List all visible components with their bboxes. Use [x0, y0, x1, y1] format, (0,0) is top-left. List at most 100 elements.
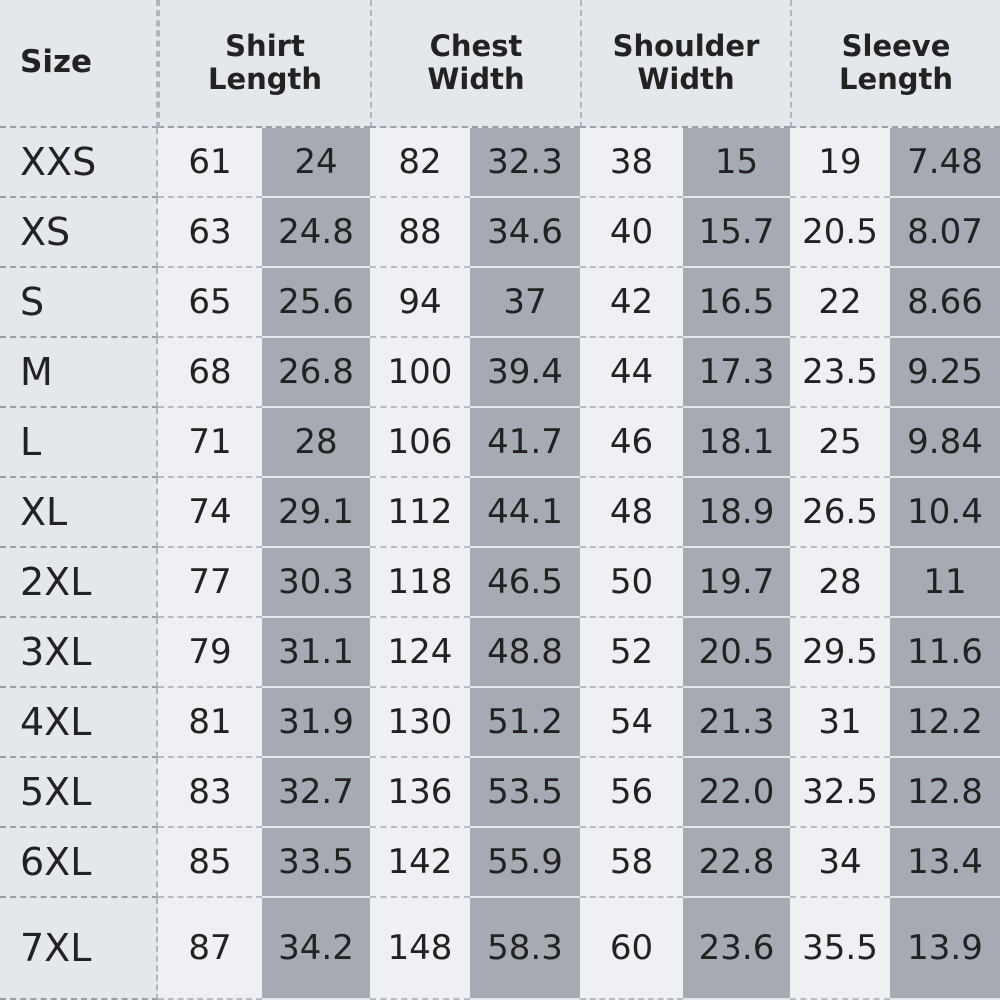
- cm-value: 23.5: [790, 338, 890, 408]
- inch-value: 11: [890, 548, 1000, 618]
- inch-value: 15: [683, 128, 790, 198]
- cm-value: 25: [790, 408, 890, 478]
- cm-value: 61: [158, 128, 262, 198]
- cm-value: 19: [790, 128, 890, 198]
- inch-value: 53.5: [470, 758, 580, 828]
- column-header: Shirt Length: [158, 0, 370, 128]
- inch-value: 55.9: [470, 828, 580, 898]
- inch-value: 24: [262, 128, 370, 198]
- cm-value: 44: [580, 338, 683, 408]
- cm-value: 31: [790, 688, 890, 758]
- cm-value: 38: [580, 128, 683, 198]
- cm-value: 58: [580, 828, 683, 898]
- inch-value: 46.5: [470, 548, 580, 618]
- size-label: 5XL: [0, 758, 158, 828]
- cm-value: 56: [580, 758, 683, 828]
- cm-value: 77: [158, 548, 262, 618]
- inch-value: 13.9: [890, 898, 1000, 1000]
- cm-value: 124: [370, 618, 470, 688]
- size-label: S: [0, 268, 158, 338]
- size-label: 7XL: [0, 898, 158, 1000]
- cm-value: 34: [790, 828, 890, 898]
- cm-value: 112: [370, 478, 470, 548]
- inch-value: 25.6: [262, 268, 370, 338]
- cm-value: 22: [790, 268, 890, 338]
- size-label: 3XL: [0, 618, 158, 688]
- size-label: XXS: [0, 128, 158, 198]
- column-header: Shoulder Width: [580, 0, 790, 128]
- cm-value: 68: [158, 338, 262, 408]
- size-label: XS: [0, 198, 158, 268]
- cm-value: 83: [158, 758, 262, 828]
- cm-value: 32.5: [790, 758, 890, 828]
- cm-value: 42: [580, 268, 683, 338]
- inch-value: 17.3: [683, 338, 790, 408]
- cm-value: 81: [158, 688, 262, 758]
- inch-value: 29.1: [262, 478, 370, 548]
- cm-value: 48: [580, 478, 683, 548]
- cm-value: 71: [158, 408, 262, 478]
- inch-value: 10.4: [890, 478, 1000, 548]
- inch-value: 9.25: [890, 338, 1000, 408]
- inch-value: 51.2: [470, 688, 580, 758]
- inch-value: 30.3: [262, 548, 370, 618]
- cm-value: 94: [370, 268, 470, 338]
- inch-value: 44.1: [470, 478, 580, 548]
- inch-value: 48.8: [470, 618, 580, 688]
- cm-value: 142: [370, 828, 470, 898]
- size-label: 2XL: [0, 548, 158, 618]
- cm-value: 52: [580, 618, 683, 688]
- cm-value: 118: [370, 548, 470, 618]
- cm-value: 50: [580, 548, 683, 618]
- cm-value: 148: [370, 898, 470, 1000]
- inch-value: 7.48: [890, 128, 1000, 198]
- cm-value: 26.5: [790, 478, 890, 548]
- cm-value: 74: [158, 478, 262, 548]
- inch-value: 31.1: [262, 618, 370, 688]
- inch-value: 34.6: [470, 198, 580, 268]
- size-label: 6XL: [0, 828, 158, 898]
- inch-value: 9.84: [890, 408, 1000, 478]
- inch-value: 12.8: [890, 758, 1000, 828]
- inch-value: 13.4: [890, 828, 1000, 898]
- size-header: Size: [0, 0, 158, 128]
- inch-value: 34.2: [262, 898, 370, 1000]
- inch-value: 23.6: [683, 898, 790, 1000]
- cm-value: 29.5: [790, 618, 890, 688]
- inch-value: 28: [262, 408, 370, 478]
- inch-value: 19.7: [683, 548, 790, 618]
- cm-value: 28: [790, 548, 890, 618]
- cm-value: 82: [370, 128, 470, 198]
- cm-value: 60: [580, 898, 683, 1000]
- column-header: Chest Width: [370, 0, 580, 128]
- inch-value: 31.9: [262, 688, 370, 758]
- inch-value: 58.3: [470, 898, 580, 1000]
- inch-value: 26.8: [262, 338, 370, 408]
- inch-value: 8.07: [890, 198, 1000, 268]
- inch-value: 11.6: [890, 618, 1000, 688]
- inch-value: 41.7: [470, 408, 580, 478]
- size-label: XL: [0, 478, 158, 548]
- inch-value: 20.5: [683, 618, 790, 688]
- cm-value: 136: [370, 758, 470, 828]
- cm-value: 40: [580, 198, 683, 268]
- cm-value: 63: [158, 198, 262, 268]
- cm-value: 35.5: [790, 898, 890, 1000]
- cm-value: 65: [158, 268, 262, 338]
- cm-value: 46: [580, 408, 683, 478]
- cm-value: 130: [370, 688, 470, 758]
- cm-value: 54: [580, 688, 683, 758]
- size-label: L: [0, 408, 158, 478]
- cm-value: 20.5: [790, 198, 890, 268]
- inch-value: 37: [470, 268, 580, 338]
- size-label: M: [0, 338, 158, 408]
- column-header: Sleeve Length: [790, 0, 1000, 128]
- inch-value: 15.7: [683, 198, 790, 268]
- cm-value: 100: [370, 338, 470, 408]
- cm-value: 88: [370, 198, 470, 268]
- inch-value: 18.9: [683, 478, 790, 548]
- inch-value: 33.5: [262, 828, 370, 898]
- inch-value: 21.3: [683, 688, 790, 758]
- inch-value: 16.5: [683, 268, 790, 338]
